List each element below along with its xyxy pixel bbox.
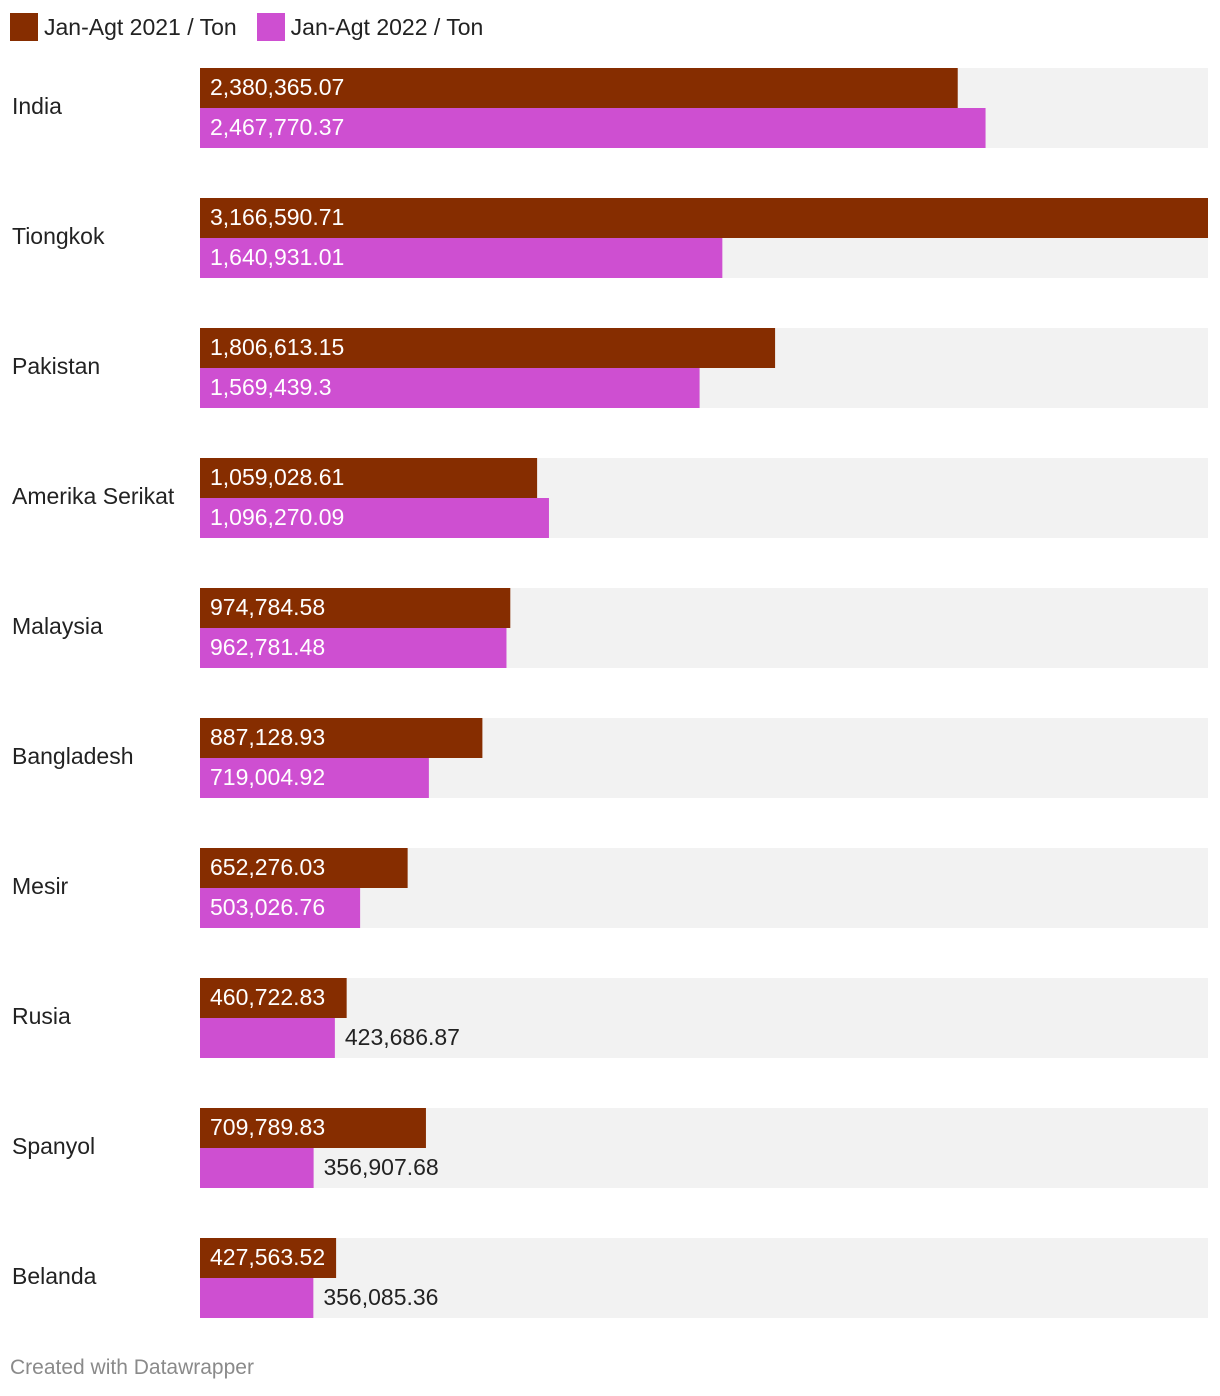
bar-rusia-series-0 bbox=[200, 978, 347, 1018]
bar-amerika-serikat-series-0 bbox=[200, 458, 538, 498]
bar-india-series-0 bbox=[200, 68, 958, 108]
legend-item-2021: Jan-Agt 2021 / Ton bbox=[10, 13, 237, 41]
category-label-mesir: Mesir bbox=[12, 873, 69, 899]
bar-india-series-1 bbox=[200, 108, 986, 148]
category-label-spanyol: Spanyol bbox=[12, 1133, 95, 1159]
legend-swatch-2021 bbox=[10, 13, 38, 41]
bar-malaysia-series-0 bbox=[200, 588, 511, 628]
bar-tiongkok-series-1 bbox=[200, 238, 723, 278]
data-label-amerika-serikat-series-0: 1,059,028.61 bbox=[210, 464, 344, 490]
category-label-bangladesh: Bangladesh bbox=[12, 743, 134, 769]
data-label-pakistan-series-1: 1,569,439.3 bbox=[210, 374, 332, 400]
data-label-rusia-series-1: 423,686.87 bbox=[345, 1024, 460, 1050]
data-label-bangladesh-series-0: 887,128.93 bbox=[210, 724, 325, 750]
bar-mesir-series-0 bbox=[200, 848, 408, 888]
bar-chart: India 2,380,365.07 2,467,770.37 Tiongkok 3,1… bbox=[12, 68, 1208, 1318]
bar-pakistan-series-1 bbox=[200, 368, 700, 408]
legend-swatch-2022 bbox=[256, 13, 285, 41]
category-label-pakistan: Pakistan bbox=[12, 353, 100, 379]
bar-malaysia-series-1 bbox=[200, 628, 507, 668]
bar-amerika-serikat-series-1 bbox=[200, 498, 549, 538]
legend-item-2022: Jan-Agt 2022 / Ton bbox=[256, 13, 484, 41]
data-label-rusia-series-0: 460,722.83 bbox=[210, 984, 325, 1010]
data-label-bangladesh-series-1: 719,004.92 bbox=[210, 764, 325, 790]
bar-spanyol-series-0 bbox=[200, 1108, 426, 1148]
category-label-amerika-serikat: Amerika Serikat bbox=[12, 483, 175, 509]
category-label-belanda: Belanda bbox=[12, 1263, 97, 1289]
data-label-mesir-series-0: 652,276.03 bbox=[210, 854, 325, 880]
data-label-malaysia-series-0: 974,784.58 bbox=[210, 594, 325, 620]
data-label-india-series-1: 2,467,770.37 bbox=[210, 114, 344, 140]
category-label-rusia: Rusia bbox=[12, 1003, 71, 1029]
bar-tiongkok-series-0 bbox=[200, 198, 1208, 238]
bar-rusia-series-1 bbox=[200, 1018, 335, 1058]
data-label-spanyol-series-1: 356,907.68 bbox=[324, 1154, 439, 1180]
bar-belanda-series-0 bbox=[200, 1238, 337, 1278]
bar-spanyol-series-1 bbox=[200, 1148, 314, 1188]
legend: Jan-Agt 2021 / Ton Jan-Agt 2022 / Ton bbox=[10, 12, 503, 42]
footer-credit: Created with Datawrapper bbox=[10, 1356, 254, 1379]
data-label-malaysia-series-1: 962,781.48 bbox=[210, 634, 325, 660]
bar-track-rusia bbox=[200, 978, 1208, 1058]
category-label-malaysia: Malaysia bbox=[12, 613, 103, 639]
data-label-belanda-series-0: 427,563.52 bbox=[210, 1244, 325, 1270]
data-label-tiongkok-series-0: 3,166,590.71 bbox=[210, 204, 344, 230]
category-label-india: India bbox=[12, 93, 62, 119]
bar-mesir-series-1 bbox=[200, 888, 361, 928]
legend-label-2022: Jan-Agt 2022 / Ton bbox=[290, 13, 484, 40]
data-label-tiongkok-series-1: 1,640,931.01 bbox=[210, 244, 344, 270]
bar-pakistan-series-0 bbox=[200, 328, 776, 368]
bar-bangladesh-series-1 bbox=[200, 758, 429, 798]
bar-bangladesh-series-0 bbox=[200, 718, 483, 758]
data-label-belanda-series-1: 356,085.36 bbox=[323, 1284, 438, 1310]
data-label-amerika-serikat-series-1: 1,096,270.09 bbox=[210, 504, 344, 530]
data-label-spanyol-series-0: 709,789.83 bbox=[210, 1114, 325, 1140]
data-label-india-series-0: 2,380,365.07 bbox=[210, 74, 344, 100]
legend-label-2021: Jan-Agt 2021 / Ton bbox=[44, 13, 237, 40]
bar-belanda-series-1 bbox=[200, 1278, 314, 1318]
category-label-tiongkok: Tiongkok bbox=[12, 223, 105, 249]
bar-track-belanda bbox=[200, 1238, 1208, 1318]
data-label-mesir-series-1: 503,026.76 bbox=[210, 894, 325, 920]
data-label-pakistan-series-0: 1,806,613.15 bbox=[210, 334, 344, 360]
